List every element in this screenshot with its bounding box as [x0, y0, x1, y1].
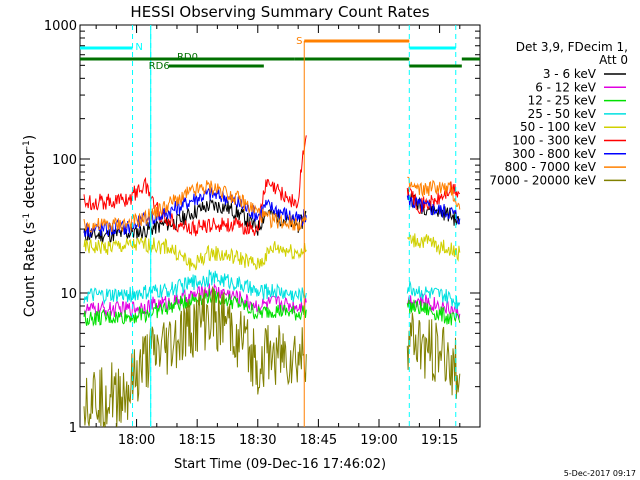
- y-axis-label-sup1: -1: [22, 213, 32, 222]
- legend-header-1: Det 3,9, FDecim 1,: [516, 40, 628, 54]
- x-tick-label: 18:45: [300, 433, 337, 448]
- legend-label: 6 - 12 keV: [535, 80, 597, 94]
- x-tick-label: 19:00: [360, 433, 397, 448]
- legend-header-2: Att 0: [599, 53, 628, 67]
- x-tick-label: 18:15: [178, 433, 215, 448]
- series-line-1: [83, 282, 307, 318]
- series-line-3: [83, 269, 307, 305]
- x-tick-label: 19:15: [421, 433, 458, 448]
- y-axis-label-end: ): [22, 135, 38, 140]
- flag-rd0-label: RD0: [177, 52, 198, 63]
- flag-s-label: S: [296, 36, 302, 47]
- y-axis-label-mid: detector: [22, 149, 38, 213]
- y-axis-label-sup2: -1: [22, 140, 32, 149]
- series-line-2: [406, 298, 461, 326]
- flag-bars: N RD0 RD6 S: [80, 25, 480, 427]
- series-line-5: [406, 181, 461, 214]
- series-line-4: [406, 233, 461, 262]
- x-axis-label: Start Time (09-Dec-16 17:46:02): [174, 457, 386, 472]
- legend-label: 7000 - 20000 keV: [489, 173, 596, 187]
- series-line-3: [406, 281, 461, 310]
- flag-n-label: N: [135, 42, 142, 53]
- data-layer: [83, 135, 461, 428]
- legend-label: 300 - 800 keV: [512, 147, 596, 161]
- legend-label: 50 - 100 keV: [520, 120, 597, 134]
- y-tick-label: 1000: [44, 19, 77, 34]
- footer-timestamp: 5-Dec-2017 09:17: [564, 469, 636, 478]
- y-tick-label: 100: [52, 153, 77, 168]
- x-tick-label: 18:00: [118, 433, 155, 448]
- legend-label: 800 - 7000 keV: [505, 160, 597, 174]
- legend-label: 25 - 50 keV: [528, 107, 597, 121]
- x-tick-label: 18:30: [239, 433, 276, 448]
- y-tick-label: 10: [60, 287, 77, 302]
- series-line-7: [407, 176, 461, 210]
- y-axis-label-main: Count Rate (s: [22, 222, 38, 317]
- y-axis-label: Count Rate (s-1 detector-1): [22, 135, 38, 317]
- legend-label: 12 - 25 keV: [528, 94, 597, 108]
- series-line-6: [406, 194, 461, 225]
- legend-label: 100 - 300 keV: [512, 134, 596, 148]
- chart-title: HESSI Observing Summary Count Rates: [130, 3, 429, 21]
- series-line-8: [406, 312, 461, 399]
- series-line-7: [83, 180, 307, 233]
- axis-ticks: 18:00 18:15 18:30 18:45 19:00 19:15 1 10 100 1000: [44, 19, 480, 448]
- y-tick-label: 1: [69, 421, 77, 436]
- flag-rd6-label: RD6: [149, 61, 170, 72]
- series-line-8: [83, 286, 307, 428]
- legend-label: 3 - 6 keV: [543, 67, 597, 81]
- series-line-5: [83, 135, 307, 237]
- series-line-2: [83, 287, 307, 327]
- series-line-1: [406, 293, 461, 320]
- plot-frame: [79, 24, 481, 428]
- series-line-4: [83, 236, 307, 271]
